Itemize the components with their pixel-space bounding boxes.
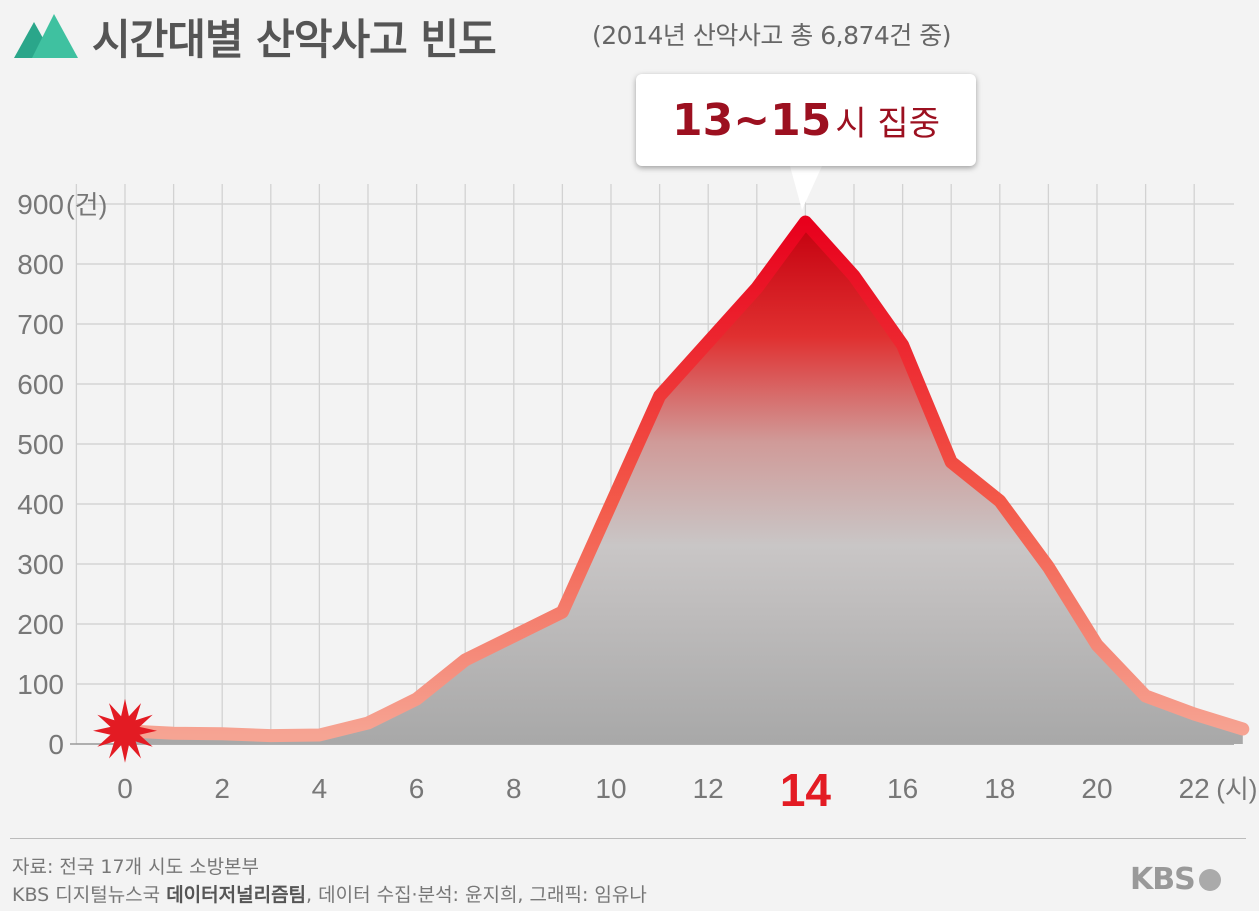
x-tick-label: 2 (214, 773, 230, 804)
x-tick-label: 4 (312, 773, 328, 804)
kbs-logo-text: KBS (1130, 862, 1196, 897)
callout-suffix: 시 집중 (835, 103, 940, 144)
chart: 0 100 200 300 400 500 600 700 800 900 (건) 0 2 4 6 8 10… (17, 166, 1257, 816)
x-tick-label-highlight: 14 (780, 764, 832, 816)
y-tick-label: 400 (17, 489, 64, 520)
kbs-logo: KBS (1130, 862, 1221, 897)
peak-callout: 13~15 시 집중 (636, 74, 976, 166)
x-tick-label: 10 (595, 773, 626, 804)
x-tick-label: 12 (693, 773, 724, 804)
kbs-logo-icon (1198, 869, 1221, 891)
y-tick-label: 300 (17, 549, 64, 580)
x-tick-label: 18 (984, 773, 1015, 804)
x-tick-label: 20 (1081, 773, 1112, 804)
x-tick-label: 6 (409, 773, 425, 804)
x-axis-tick-labels: 0 2 4 6 8 10 12 14 16 18 20 22 (117, 764, 1210, 816)
data-area (125, 222, 1243, 744)
credits: KBS 디지털뉴스국 데이터저널리즘팀, 데이터 수집·분석: 윤지희, 그래픽… (12, 880, 647, 907)
callout-range: 13~15 (672, 94, 832, 146)
chart-title: 시간대별 산악사고 빈도 (92, 15, 497, 64)
x-tick-label: 16 (887, 773, 918, 804)
credits-suffix: , 데이터 수집·분석: 윤지희, 그래픽: 임유나 (306, 884, 647, 906)
y-tick-label: 600 (17, 369, 64, 400)
x-axis-unit: (시) (1216, 774, 1257, 804)
y-axis-tick-labels: 0 100 200 300 400 500 600 700 800 900 (17, 189, 64, 760)
y-tick-label: 500 (17, 429, 64, 460)
y-tick-label: 200 (17, 609, 64, 640)
credits-team: 데이터저널리즘팀 (166, 884, 307, 906)
y-tick-label: 100 (17, 669, 64, 700)
callout-pointer (790, 166, 822, 210)
y-tick-label: 700 (17, 309, 64, 340)
series-line (118, 215, 1250, 743)
starburst-icon (93, 698, 157, 763)
mountain-logo-icon (14, 14, 78, 58)
y-tick-label: 0 (48, 729, 64, 760)
x-tick-label: 0 (117, 773, 133, 804)
y-tick-label: 900 (17, 189, 64, 220)
footer-divider (10, 838, 1246, 839)
y-axis-unit: (건) (66, 190, 107, 220)
x-tick-label: 22 (1179, 773, 1210, 804)
x-tick-label: 8 (506, 773, 522, 804)
y-tick-label: 800 (17, 249, 64, 280)
chart-subtitle: (2014년 산악사고 총 6,874건 중) (592, 21, 952, 50)
header: 시간대별 산악사고 빈도 (2014년 산악사고 총 6,874건 중) (0, 0, 1259, 80)
source-note: 자료: 전국 17개 시도 소방본부 (12, 856, 260, 878)
credits-prefix: KBS 디지털뉴스국 (12, 884, 167, 906)
